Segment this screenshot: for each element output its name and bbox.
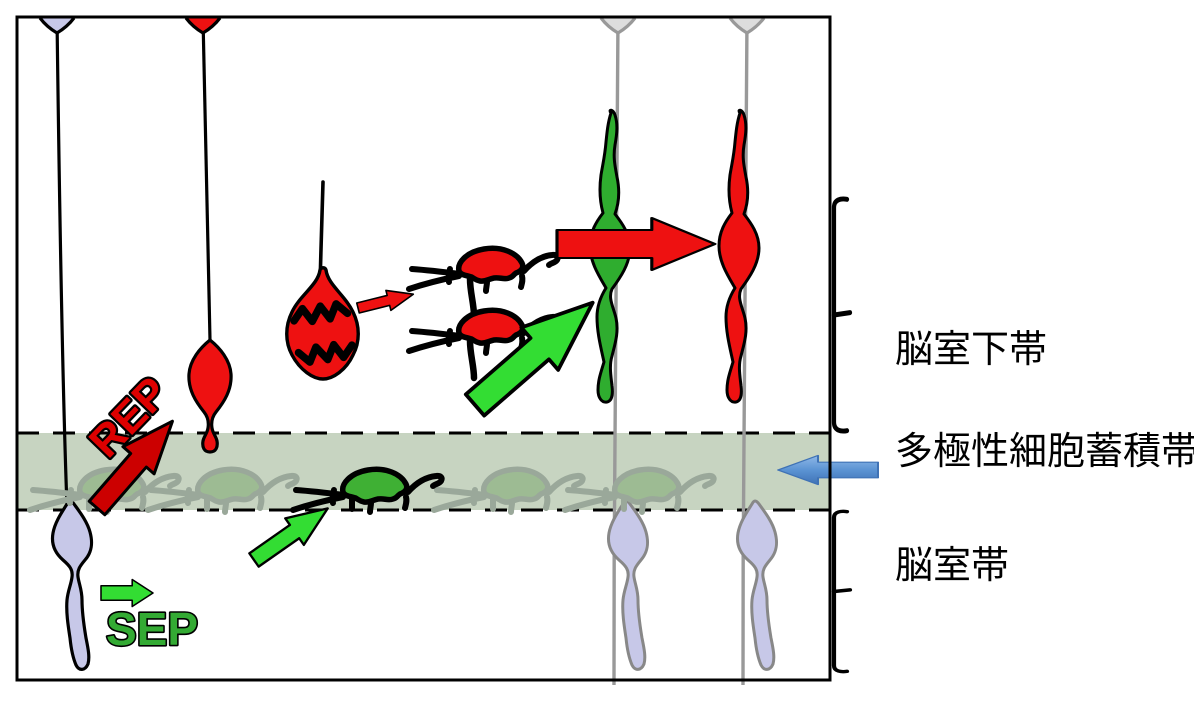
svg-text:脳室下帯: 脳室下帯 xyxy=(895,329,1047,371)
svg-text:脳室帯: 脳室帯 xyxy=(895,545,1009,587)
svg-text:多極性細胞蓄積帯: 多極性細胞蓄積帯 xyxy=(895,431,1194,473)
svg-text:SEP: SEP xyxy=(106,603,198,655)
